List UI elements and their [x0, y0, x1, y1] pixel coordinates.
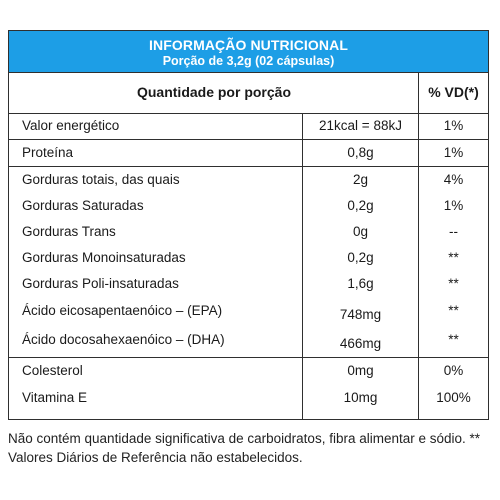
footnote: Não contém quantidade significativa de c…	[8, 429, 496, 467]
nutrient-name: Ácido docosahexaenóico – (DHA)	[22, 332, 225, 347]
nutrient-amount: 10mg	[343, 390, 378, 405]
nutrient-dv: 1%	[443, 198, 464, 213]
nutrient-amount: 0,2g	[347, 250, 374, 265]
nutrient-name: Gorduras Trans	[22, 224, 116, 239]
nutrient-amount: 1,6g	[347, 276, 374, 291]
nutrient-dv: **	[448, 303, 459, 318]
nutrient-dv: **	[448, 250, 459, 265]
column-divider-dv	[418, 73, 419, 419]
row-divider	[9, 357, 488, 358]
nutrient-dv: 100%	[436, 390, 471, 405]
nutrition-facts-table: INFORMAÇÃO NUTRICIONAL Porção de 3,2g (0…	[8, 30, 489, 420]
nutrient-dv: **	[448, 276, 459, 291]
nutrient-name: Gorduras Poli-insaturadas	[22, 276, 179, 291]
nutrient-name: Ácido eicosapentaenóico – (EPA)	[22, 303, 223, 318]
row-divider	[9, 139, 488, 140]
nutrient-name: Gorduras totais, das quais	[22, 172, 180, 187]
nutrient-dv: 4%	[443, 172, 464, 187]
footnote-line-2: Valores Diários de Referência não estabe…	[8, 450, 303, 465]
nutrient-dv: --	[449, 224, 458, 239]
column-headers: Quantidade por porção % VD(*)	[9, 73, 488, 114]
table-row-monounsaturated-fat: Gorduras Monoinsaturadas 0,2g **	[9, 245, 488, 271]
nutrient-name: Vitamina E	[22, 390, 88, 405]
row-divider	[9, 166, 488, 167]
nutrient-name: Gorduras Monoinsaturadas	[22, 250, 186, 265]
nutrient-dv: 0%	[443, 363, 464, 378]
daily-value-column-header: % VD(*)	[428, 84, 479, 100]
quantity-column-header: Quantidade por porção	[136, 84, 291, 100]
nutrient-name: Valor energético	[22, 118, 120, 133]
table-row-saturated-fat: Gorduras Saturadas 0,2g 1%	[9, 193, 488, 219]
serving-size: Porção de 3,2g (02 cápsulas)	[162, 54, 335, 68]
nutrient-amount: 0,2g	[347, 198, 374, 213]
nutrient-amount: 0mg	[347, 363, 374, 378]
table-row-dha: Ácido docosahexaenóico – (DHA) 466mg **	[9, 327, 488, 353]
nutrient-amount: 748mg	[339, 307, 382, 322]
nutrient-dv: 1%	[443, 145, 464, 160]
table-row-trans-fat: Gorduras Trans 0g --	[9, 219, 488, 245]
table-header: INFORMAÇÃO NUTRICIONAL Porção de 3,2g (0…	[9, 31, 488, 73]
nutrient-name: Gorduras Saturadas	[22, 198, 144, 213]
nutrient-dv: 1%	[443, 118, 464, 133]
nutrient-amount: 0,8g	[347, 145, 374, 160]
table-row-total-fat: Gorduras totais, das quais 2g 4%	[9, 167, 488, 193]
table-title: INFORMAÇÃO NUTRICIONAL	[149, 37, 348, 53]
table-row-vitamin-e: Vitamina E 10mg 100%	[9, 385, 488, 411]
table-row-epa: Ácido eicosapentaenóico – (EPA) 748mg **	[9, 298, 488, 324]
footnote-line-1: Não contém quantidade significativa de c…	[8, 431, 481, 446]
nutrient-dv: **	[448, 332, 459, 347]
nutrient-amount: 2g	[352, 172, 369, 187]
nutrient-amount: 0g	[352, 224, 369, 239]
nutrient-amount: 21kcal = 88kJ	[319, 118, 402, 133]
nutrient-name: Colesterol	[22, 363, 83, 378]
table-row-polyunsaturated-fat: Gorduras Poli-insaturadas 1,6g **	[9, 271, 488, 297]
nutrient-name: Proteína	[22, 145, 74, 160]
table-row-protein: Proteína 0,8g 1%	[9, 140, 488, 166]
column-divider-amount	[302, 113, 303, 419]
table-row-energy: Valor energético 21kcal = 88kJ 1%	[9, 113, 488, 139]
table-row-cholesterol: Colesterol 0mg 0%	[9, 358, 488, 384]
nutrient-amount: 466mg	[339, 336, 382, 351]
